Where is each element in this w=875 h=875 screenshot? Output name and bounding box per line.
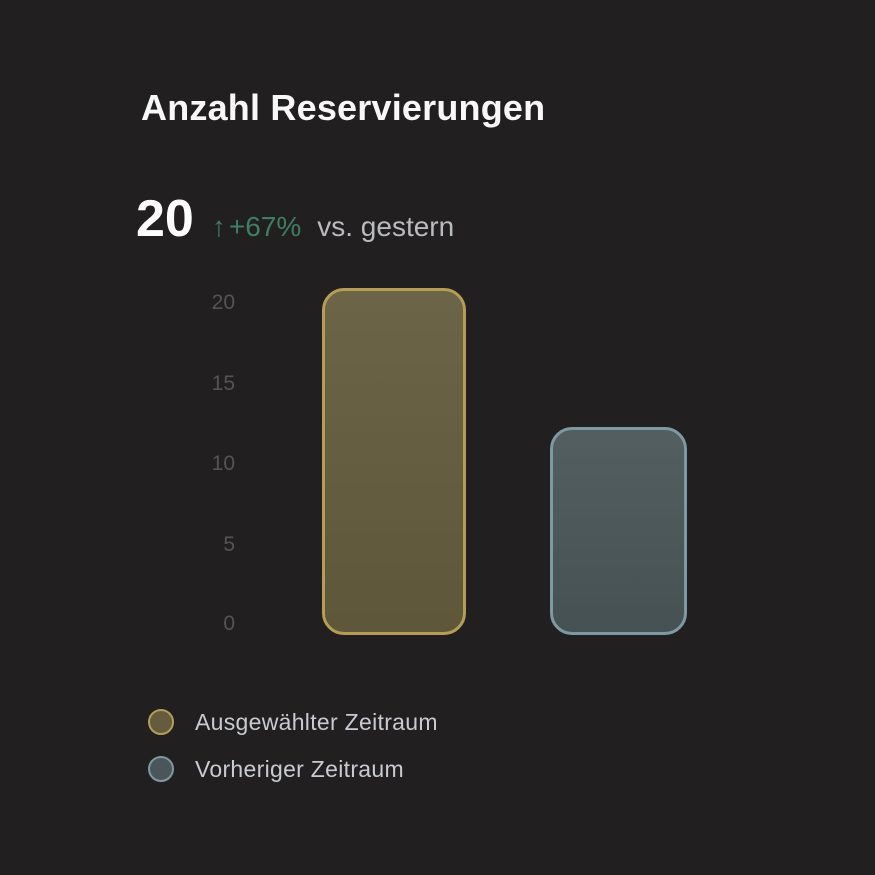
kpi-delta-percent: +67% (228, 211, 302, 242)
legend-swatch-selected-period-icon (148, 709, 174, 735)
kpi-comparison-label: vs. gestern (317, 211, 455, 242)
legend-label-previous-period: Vorheriger Zeitraum (195, 756, 404, 782)
bar-selected-period[interactable] (322, 288, 466, 635)
y-axis-tick-label: 15 (211, 372, 235, 395)
chart-legend: Ausgewählter Zeitraum Vorheriger Zeitrau… (148, 709, 438, 782)
legend-item-selected-period[interactable]: Ausgewählter Zeitraum (148, 709, 438, 735)
legend-swatch-previous-period-icon (148, 756, 174, 782)
y-axis-tick-label: 5 (223, 533, 235, 556)
y-axis-tick-label: 0 (223, 612, 235, 635)
kpi-delta: ↑ +67% (212, 211, 301, 243)
kpi-value: 20 (136, 190, 194, 248)
y-axis-tick-label: 20 (211, 291, 235, 314)
y-axis-tick-label: 10 (211, 452, 235, 475)
trend-up-icon: ↑ (211, 211, 226, 242)
page-title: Anzahl Reservierungen (141, 87, 546, 128)
legend-item-previous-period[interactable]: Vorheriger Zeitraum (148, 756, 438, 782)
kpi-row: 20 ↑ +67% vs. gestern (136, 193, 454, 245)
bar-previous-period[interactable] (550, 427, 687, 635)
legend-label-selected-period: Ausgewählter Zeitraum (195, 709, 438, 735)
